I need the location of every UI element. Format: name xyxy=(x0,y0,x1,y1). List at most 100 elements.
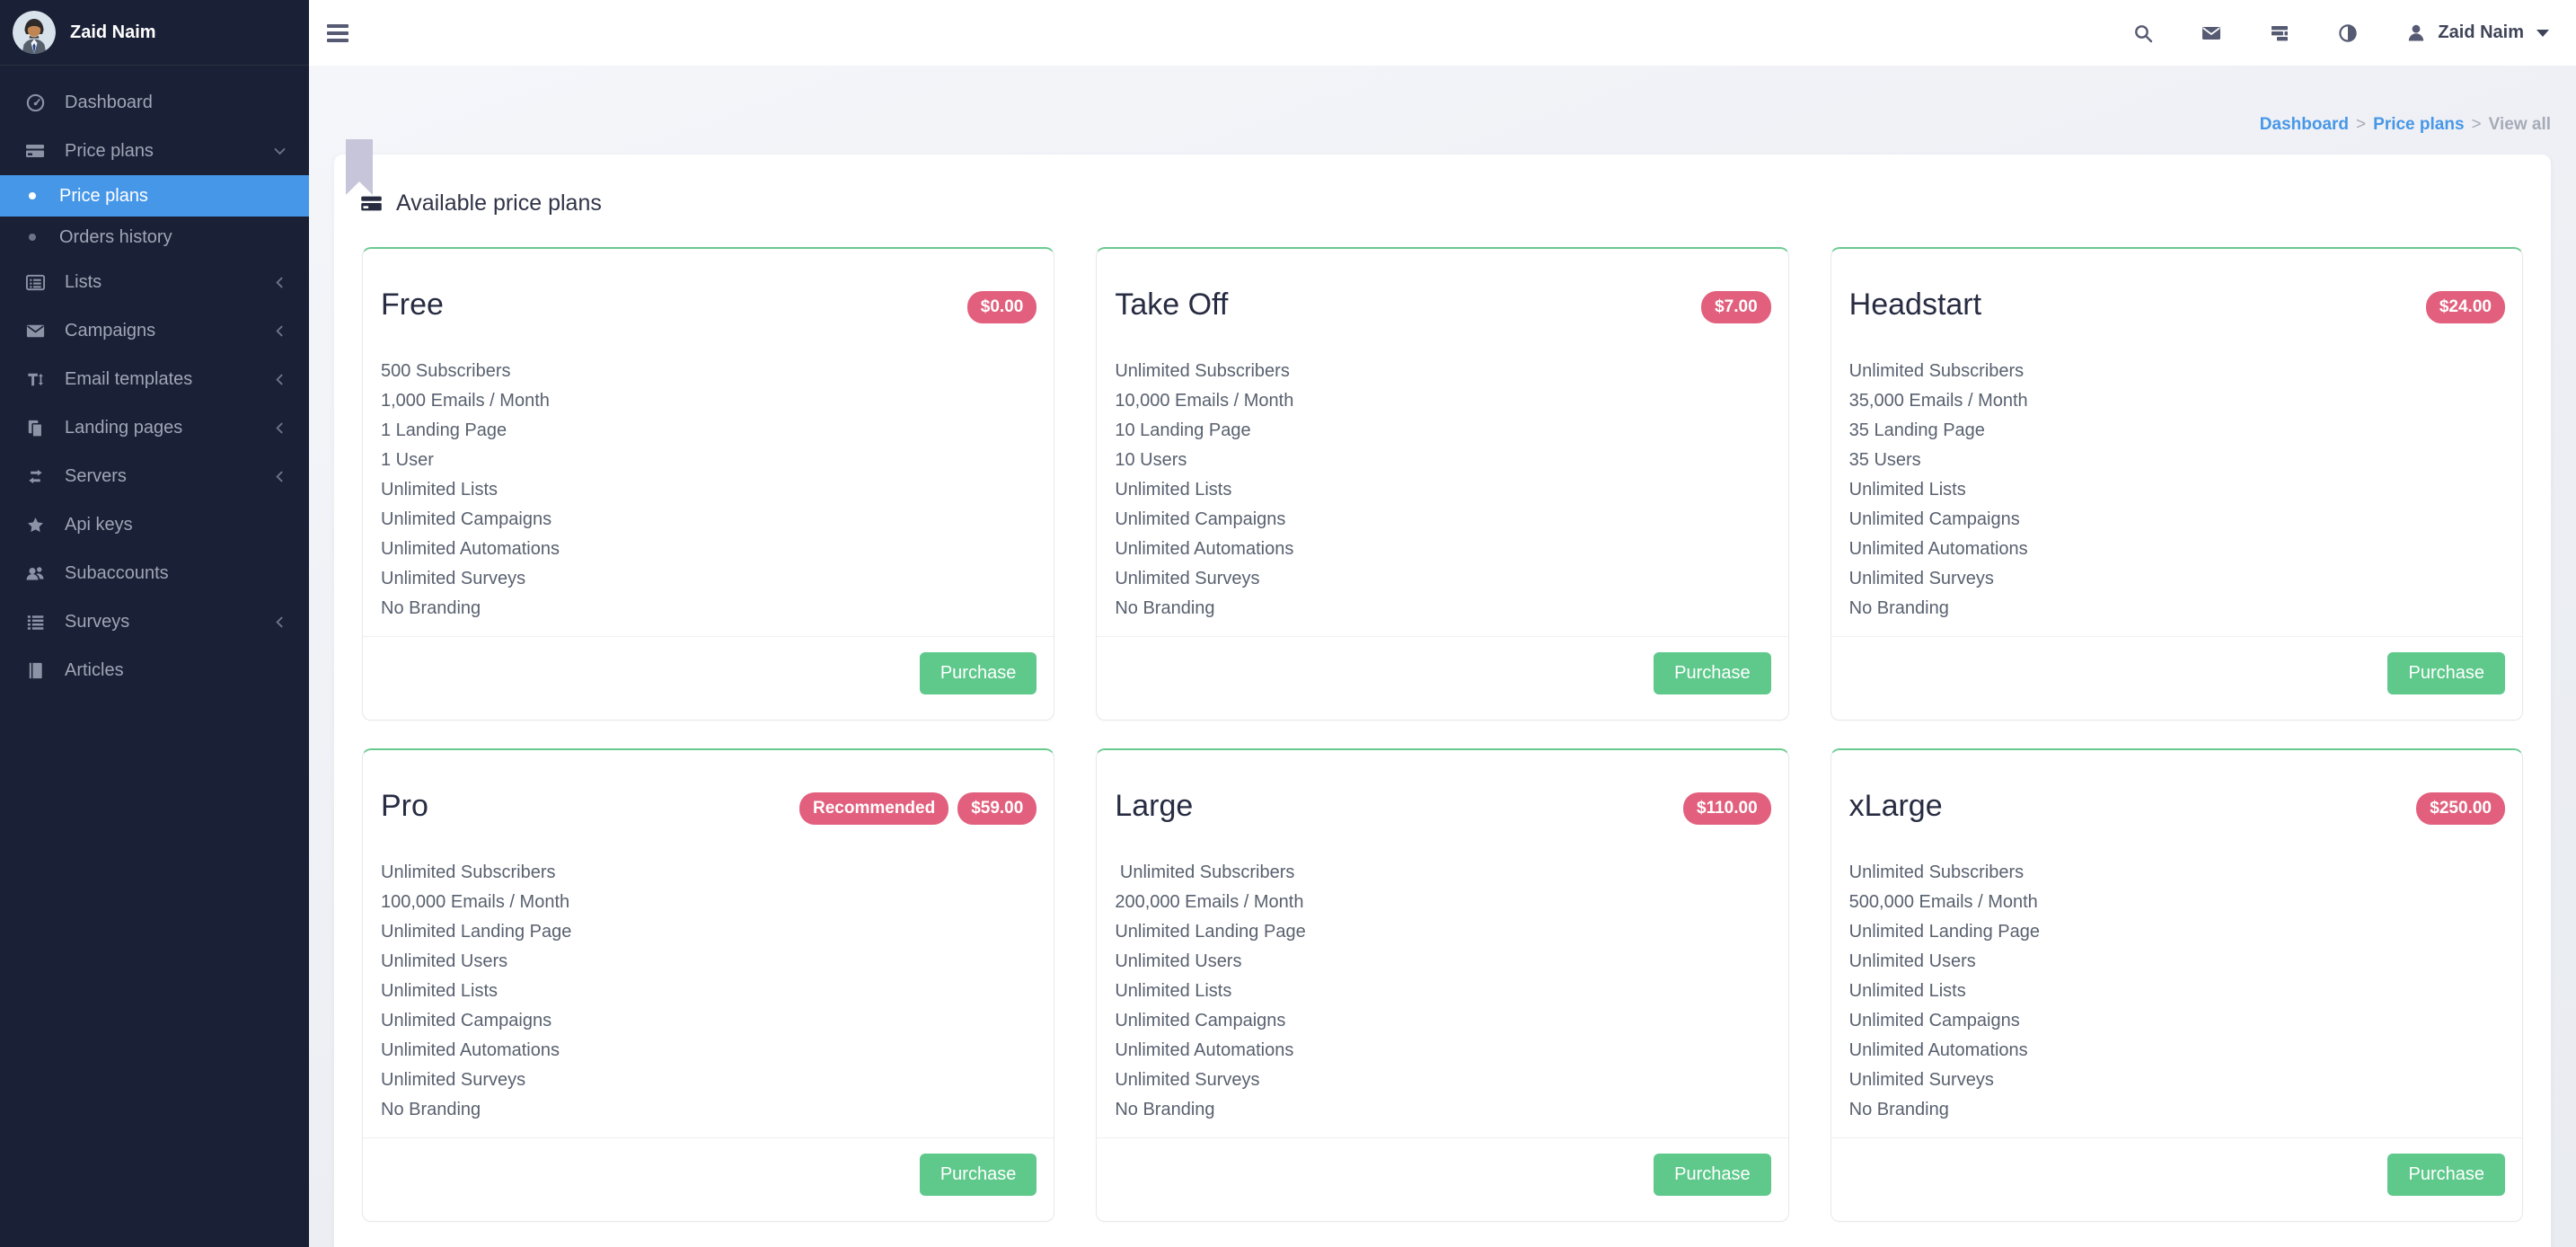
plan-card: Large $110.00 Unlimited Subscribers 200,0… xyxy=(1096,748,1789,1222)
plan-name: xLarge xyxy=(1848,789,1943,823)
plan-badges: $0.00 xyxy=(966,291,1037,323)
caret-down-icon xyxy=(2536,29,2549,37)
main-area: Zaid Naim Dashboard > Price plans > View all… xyxy=(309,0,2576,1247)
plan-name: Large xyxy=(1115,789,1194,823)
hamburger-menu-button[interactable] xyxy=(327,23,348,42)
plan-features: Unlimited Subscribers 35,000 Emails / Mon… xyxy=(1849,357,2504,624)
plan-badges: $24.00 xyxy=(2425,291,2505,323)
card-divider xyxy=(1097,1137,1788,1138)
sidebar-item-servers[interactable]: Servers xyxy=(0,452,309,500)
purchase-button[interactable]: Purchase xyxy=(2387,1154,2505,1196)
search-icon[interactable] xyxy=(2132,22,2154,44)
plan-feature: No Branding xyxy=(1115,1100,1215,1119)
sidebar-item-landing-pages[interactable]: Landing pages xyxy=(0,403,309,452)
plan-feature: Unlimited Surveys xyxy=(1848,1070,1994,1090)
queue-icon[interactable] xyxy=(2269,22,2290,44)
plan-card: Headstart $24.00 Unlimited Subscribers 35… xyxy=(1830,247,2523,721)
purchase-button[interactable]: Purchase xyxy=(1654,652,1771,694)
plan-feature: 35 Users xyxy=(1848,450,1921,470)
plan-feature: Unlimited Subscribers xyxy=(1848,862,2025,882)
purchase-button[interactable]: Purchase xyxy=(1654,1154,1771,1196)
sidebar-subitem-price-plans[interactable]: Price plans xyxy=(0,175,309,217)
gauge-icon xyxy=(23,93,47,113)
plan-feature: Unlimited Subscribers xyxy=(1115,361,1290,381)
sidebar-item-surveys[interactable]: Surveys xyxy=(0,597,309,646)
plan-badges: $110.00 xyxy=(1683,792,1771,825)
card-divider xyxy=(363,1137,1054,1138)
purchase-button[interactable]: Purchase xyxy=(919,652,1037,694)
sidebar-item-dashboard[interactable]: Dashboard xyxy=(0,78,309,127)
plan-feature: 35 Landing Page xyxy=(1848,420,1985,440)
plan-feature: Unlimited Lists xyxy=(1115,480,1232,500)
credit-card-icon xyxy=(359,191,384,216)
plan-feature: 500,000 Emails / Month xyxy=(1848,892,2038,912)
text-height-icon xyxy=(23,369,47,390)
plans-grid: Free $0.00 500 Subscribers 1,000 Emails /… xyxy=(334,247,2551,1222)
sidebar-item-api-keys[interactable]: Api keys xyxy=(0,500,309,549)
sidebar-item-subaccounts[interactable]: Subaccounts xyxy=(0,549,309,597)
sidebar-item-lists[interactable]: Lists xyxy=(0,258,309,306)
sidebar-item-articles[interactable]: Articles xyxy=(0,646,309,694)
plan-feature: Unlimited Lists xyxy=(1848,981,1966,1001)
messages-icon[interactable] xyxy=(2201,22,2222,44)
plan-card: Take Off $7.00 Unlimited Subscribers 10,0… xyxy=(1096,247,1789,721)
card-divider xyxy=(363,636,1054,637)
plan-feature: Unlimited Campaigns xyxy=(1115,1011,1286,1030)
breadcrumb-link[interactable]: Price plans xyxy=(2373,115,2465,134)
sidebar-item-price-plans[interactable]: Price plans xyxy=(0,127,309,175)
sidebar-item-label: Servers xyxy=(65,465,127,486)
transfer-icon xyxy=(23,466,47,487)
plan-feature: 100,000 Emails / Month xyxy=(381,892,570,912)
plan-card: xLarge $250.00 Unlimited Subscribers 500,… xyxy=(1830,748,2523,1222)
panel-title: Available price plans xyxy=(396,190,602,216)
sidebar-item-label: Subaccounts xyxy=(65,562,169,583)
person-icon xyxy=(2405,22,2427,44)
contrast-icon[interactable] xyxy=(2337,22,2359,44)
plan-feature: Unlimited Automations xyxy=(381,539,560,559)
plan-feature: Unlimited Automations xyxy=(1848,1040,2028,1060)
chevron-left-icon xyxy=(272,275,287,290)
plan-feature: 10 Users xyxy=(1115,450,1187,470)
plan-card: Pro Recommended $59.00 Unlimited Subscrib… xyxy=(362,748,1055,1222)
pages-icon xyxy=(23,418,47,438)
sidebar-item-email-templates[interactable]: Email templates xyxy=(0,355,309,403)
plan-feature: No Branding xyxy=(1115,598,1215,618)
plan-feature: Unlimited Lists xyxy=(1848,480,1966,500)
sidebar-item-label: Price plans xyxy=(65,140,154,161)
plan-feature: Unlimited Surveys xyxy=(1115,569,1260,588)
user-menu[interactable]: Zaid Naim xyxy=(2405,22,2549,44)
card-divider xyxy=(1097,636,1788,637)
sidebar-item-campaigns[interactable]: Campaigns xyxy=(0,306,309,355)
plan-feature: No Branding xyxy=(1848,598,1949,618)
bullet-dot-icon xyxy=(29,192,36,199)
price-plans-panel: Available price plans Free $0.00 500 Sub… xyxy=(334,139,2551,1247)
purchase-button[interactable]: Purchase xyxy=(2387,652,2505,694)
plan-feature: Unlimited Lists xyxy=(1115,981,1232,1001)
plan-feature: 10 Landing Page xyxy=(1115,420,1251,440)
chevron-left-icon xyxy=(272,323,287,339)
chevron-left-icon xyxy=(272,372,287,387)
price-badge: $0.00 xyxy=(966,291,1037,323)
plan-name: Take Off xyxy=(1115,287,1229,322)
breadcrumb-separator: > xyxy=(2356,115,2367,134)
breadcrumb-current: View all xyxy=(2488,115,2551,134)
plan-feature: 200,000 Emails / Month xyxy=(1115,892,1304,912)
purchase-button[interactable]: Purchase xyxy=(919,1154,1037,1196)
plan-card: Free $0.00 500 Subscribers 1,000 Emails /… xyxy=(362,247,1055,721)
credit-card-icon xyxy=(23,140,47,162)
plan-feature: Unlimited Automations xyxy=(381,1040,560,1060)
sidebar-item-label: Api keys xyxy=(65,514,133,535)
plan-feature: Unlimited Subscribers xyxy=(381,862,556,882)
breadcrumb-link[interactable]: Dashboard xyxy=(2259,115,2350,134)
plan-feature: Unlimited Users xyxy=(381,951,508,971)
sidebar-subitem-orders-history[interactable]: Orders history xyxy=(0,217,309,258)
breadcrumb: Dashboard > Price plans > View all xyxy=(334,66,2551,135)
plan-feature: 10,000 Emails / Month xyxy=(1115,391,1294,411)
plan-feature: Unlimited Landing Page xyxy=(1115,922,1306,942)
sidebar-user-header: Zaid Naim xyxy=(0,0,309,66)
card-divider xyxy=(1831,1137,2522,1138)
plan-feature: Unlimited Campaigns xyxy=(381,1011,552,1030)
chevron-left-icon xyxy=(272,615,287,630)
plan-feature: Unlimited Landing Page xyxy=(381,922,572,942)
plan-name: Free xyxy=(381,287,444,322)
